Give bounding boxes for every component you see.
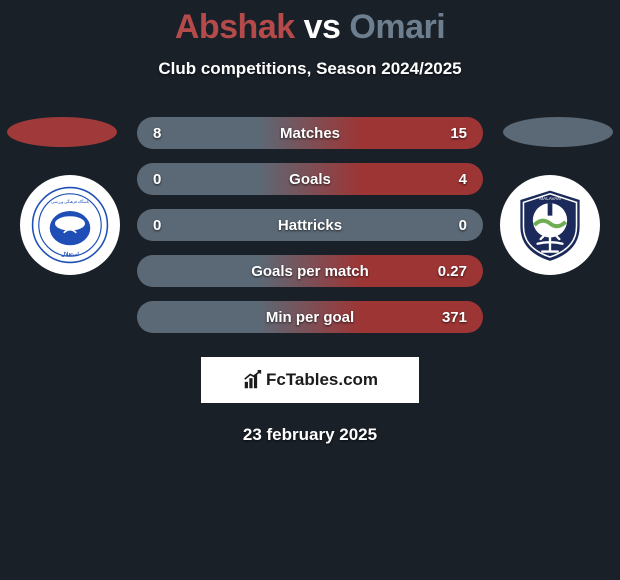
brand-badge[interactable]: FcTables.com [201, 357, 419, 403]
stat-row-mpg: Min per goal 371 [137, 301, 483, 333]
stat-row-goals: 0 Goals 4 [137, 163, 483, 195]
brand-name: FcTables.com [266, 370, 378, 390]
ellipse-right [503, 117, 613, 147]
player-right-name: Omari [349, 8, 445, 46]
stat-label: Goals [137, 171, 483, 188]
subtitle-text: Club competitions, Season 2024/2025 [0, 59, 620, 79]
stats-list: 8 Matches 15 0 Goals 4 0 Hattricks 0 Goa… [137, 117, 483, 333]
vs-text: vs [304, 8, 341, 46]
page-title: Abshak vs Omari [0, 0, 620, 47]
date-text: 23 february 2025 [0, 425, 620, 445]
svg-text:استقلال: استقلال [61, 252, 79, 258]
team-logo-left: باشگاه فرهنگی ورزشی استقلال [20, 175, 120, 275]
stat-row-gpm: Goals per match 0.27 [137, 255, 483, 287]
stat-label: Matches [137, 125, 483, 142]
stat-row-matches: 8 Matches 15 [137, 117, 483, 149]
stat-label: Goals per match [137, 263, 483, 280]
stat-label: Hattricks [137, 217, 483, 234]
stat-row-hattricks: 0 Hattricks 0 [137, 209, 483, 241]
team-logo-right: MALAVAN [500, 175, 600, 275]
ellipse-left [7, 117, 117, 147]
bar-chart-icon [242, 369, 264, 391]
player-left-name: Abshak [175, 8, 295, 46]
stat-label: Min per goal [137, 309, 483, 326]
crest-right-icon: MALAVAN [511, 186, 589, 264]
svg-text:باشگاه فرهنگی ورزشی: باشگاه فرهنگی ورزشی [51, 199, 89, 204]
svg-text:MALAVAN: MALAVAN [539, 196, 561, 201]
crest-left-icon: باشگاه فرهنگی ورزشی استقلال [31, 186, 109, 264]
comparison-layout: باشگاه فرهنگی ورزشی استقلال MALAVAN 8 Ma… [0, 117, 620, 445]
